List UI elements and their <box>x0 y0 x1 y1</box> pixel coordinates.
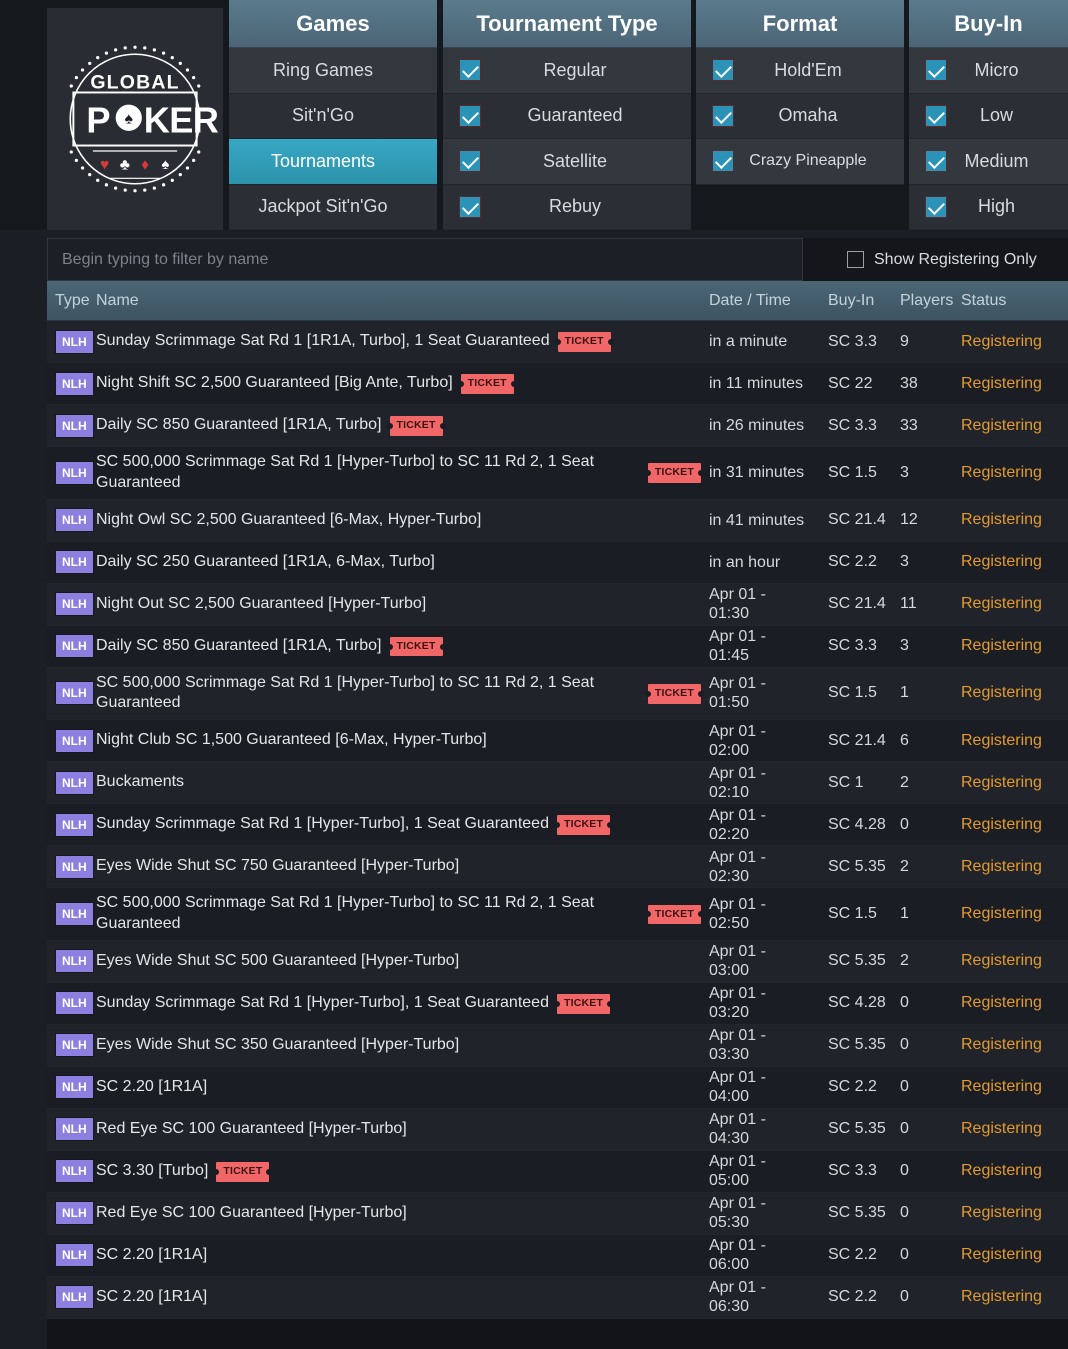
svg-text:GLOBAL: GLOBAL <box>90 72 179 94</box>
svg-text:KER: KER <box>144 100 219 141</box>
svg-text:♦: ♦ <box>141 157 149 174</box>
svg-text:P: P <box>86 100 110 141</box>
svg-text:♠: ♠ <box>125 110 133 127</box>
svg-text:♠: ♠ <box>161 157 169 173</box>
svg-text:♣: ♣ <box>120 157 130 174</box>
svg-text:♥: ♥ <box>100 157 109 174</box>
